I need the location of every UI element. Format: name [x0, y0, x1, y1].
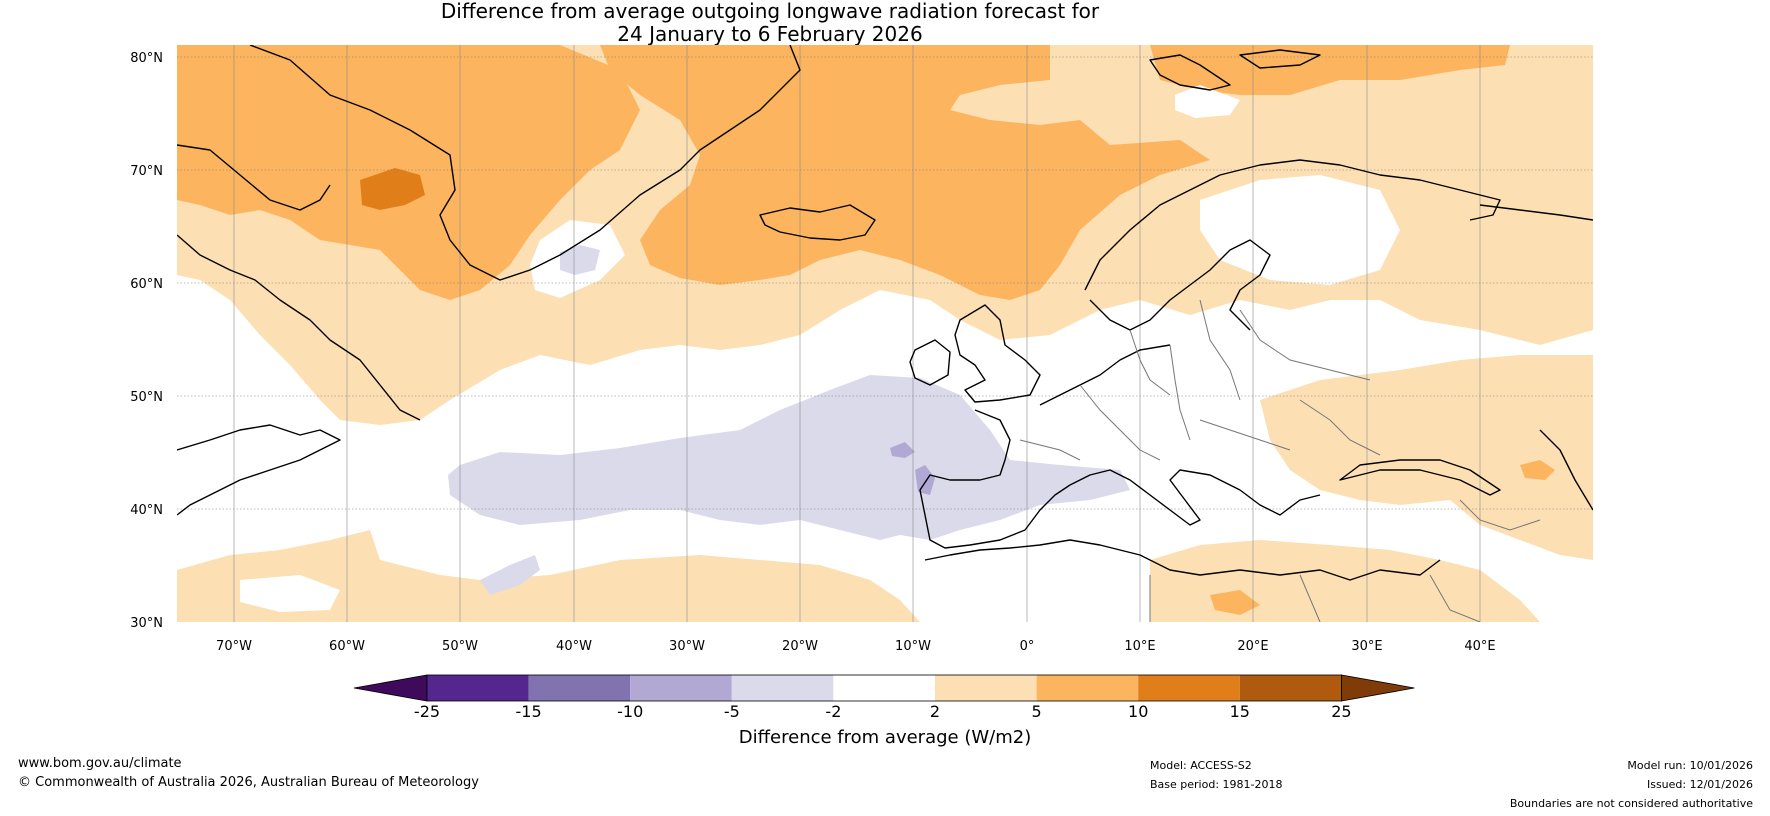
colorbar-segment	[935, 675, 1037, 701]
footer-middle: Model: ACCESS-S2 Base period: 1981-2018	[1150, 756, 1282, 794]
anomaly-region-light-purple-atlantic	[448, 375, 1130, 540]
anomaly-region-dark-orange-greenland	[360, 168, 425, 210]
anomaly-region-light-orange-east	[1260, 355, 1593, 560]
lon-label-0: 0°	[1020, 639, 1035, 654]
footer-disclaimer: Boundaries are not considered authoritat…	[1509, 797, 1753, 810]
country-borders	[1019, 299, 1541, 622]
colorbar-tick-label: -5	[724, 702, 740, 721]
lat-label-70: 70°N	[130, 164, 163, 179]
coastline-black-sea	[1339, 459, 1501, 496]
lon-tick-labels: 70°W 60°W 50°W 40°W 30°W 20°W 10°W 0° 10…	[216, 639, 1496, 654]
colorbar-title: Difference from average (W/m2)	[738, 727, 1032, 748]
coastline-ireland	[909, 339, 951, 386]
colorbar-tick-label: 2	[930, 702, 940, 721]
lat-label-50: 50°N	[130, 390, 163, 405]
coastline-western-europe	[1039, 344, 1171, 406]
lat-label-40: 40°N	[130, 503, 163, 518]
colorbar-segment	[731, 675, 834, 701]
lon-label-20w: 20°W	[782, 639, 818, 654]
colorbar-tick-label: 5	[1032, 702, 1042, 721]
anomaly-region-orange-svalbard	[1150, 45, 1510, 95]
lon-label-40e: 40°E	[1464, 639, 1495, 654]
colorbar-frame	[426, 674, 1342, 702]
coastline-iberia	[919, 474, 1071, 549]
coastline-svalbard-east	[1239, 49, 1321, 69]
colorbar-segment	[528, 675, 631, 701]
coastline-norway	[1084, 159, 1501, 291]
anomaly-region-neutral-subtropics	[240, 575, 340, 612]
lon-label-60w: 60°W	[329, 639, 365, 654]
lat-label-80: 80°N	[130, 51, 163, 66]
lat-label-60: 60°N	[130, 277, 163, 292]
footer-base-period: Base period: 1981-2018	[1150, 778, 1283, 791]
lat-label-30: 30°N	[130, 616, 163, 631]
footer-copyright: © Commonwealth of Australia 2026, Austra…	[18, 775, 479, 790]
anomaly-region-light-purple-sw	[480, 555, 540, 595]
footer-issued: Issued: 12/01/2026	[1646, 778, 1753, 791]
coastline-greenland-west	[177, 144, 331, 211]
coastline-greenland	[249, 45, 801, 281]
lon-label-10w: 10°W	[895, 639, 931, 654]
anomaly-region-light-orange-subtropics	[177, 530, 920, 622]
footer-model-run: Model run: 10/01/2026	[1627, 759, 1753, 772]
colorbar-extend-high	[1341, 674, 1415, 702]
coastline-maritimes	[177, 424, 341, 516]
footer-website[interactable]: www.bom.gov.au/climate	[18, 756, 182, 771]
anomaly-region-orange-norwegian-sea	[600, 45, 1210, 300]
colorbar-tick-label: -25	[414, 702, 440, 721]
coastlines	[177, 45, 1593, 581]
title-line-1: Difference from average outgoing longwav…	[440, 0, 1100, 23]
footer-model: Model: ACCESS-S2	[1150, 759, 1252, 772]
colorbar-segment	[1138, 675, 1240, 701]
anomaly-region-mid-purple-atlantic	[890, 442, 915, 458]
lon-label-40w: 40°W	[556, 639, 592, 654]
coastline-iceland	[759, 204, 876, 241]
coastline-labrador	[177, 234, 421, 421]
colorbar-segment	[1036, 675, 1139, 701]
coastline-north-africa	[924, 539, 1441, 581]
colorbar-extend-low	[353, 674, 428, 702]
lat-tick-labels: 30°N 40°N 50°N 60°N 70°N 80°N	[130, 51, 163, 631]
colorbar-segment	[427, 675, 529, 701]
colorbar-segment	[1239, 675, 1342, 701]
anomaly-region-orange-east	[1520, 460, 1555, 480]
colorbar-tick-label: -10	[617, 702, 643, 721]
lon-label-20e: 20°E	[1237, 639, 1268, 654]
anomaly-region-light-purple-irminger	[560, 245, 600, 275]
lon-label-30e: 30°E	[1351, 639, 1382, 654]
anomaly-region-neutral-barents	[1175, 85, 1240, 118]
colorbar-tick-label: 25	[1331, 702, 1351, 721]
colorbar-tick-label: -15	[516, 702, 542, 721]
lon-label-30w: 30°W	[669, 639, 705, 654]
colorbar-tick-label: 10	[1128, 702, 1148, 721]
chart-title: Difference from average outgoing longwav…	[0, 0, 1700, 46]
colorbar-segment	[630, 675, 732, 701]
coastline-svalbard	[1149, 54, 1231, 91]
lon-label-50w: 50°W	[442, 639, 478, 654]
footer-left: www.bom.gov.au/climate © Commonwealth of…	[18, 754, 479, 792]
colorbar-tick-label: 15	[1230, 702, 1250, 721]
colorbar: -25 -15 -10 -5 -2 2 5 10 15 25	[353, 674, 1415, 721]
meridians	[233, 45, 1481, 622]
coastline-russia-arctic	[1479, 204, 1593, 221]
coastline-mediterranean-north	[1069, 469, 1321, 526]
lon-label-70w: 70°W	[216, 639, 252, 654]
anomaly-region-neutral-scandinavia	[1200, 175, 1400, 285]
coastline-great-britain	[954, 304, 1041, 403]
lon-label-10e: 10°E	[1124, 639, 1155, 654]
colorbar-segment	[833, 675, 935, 701]
coastline-france-biscay	[974, 409, 1011, 481]
coastline-sweden-baltic	[1089, 239, 1271, 331]
graticule	[177, 56, 1593, 510]
title-line-2: 24 January to 6 February 2026	[617, 22, 923, 46]
anomaly-region-orange-africa	[1210, 590, 1260, 615]
footer-right: Model run: 10/01/2026 Issued: 12/01/2026…	[1510, 756, 1753, 813]
anomaly-field	[177, 45, 1593, 622]
coastline-turkey-east	[1539, 429, 1593, 511]
colorbar-tick-label: -2	[825, 702, 841, 721]
anomaly-region-mid-purple-iberia	[915, 465, 935, 495]
